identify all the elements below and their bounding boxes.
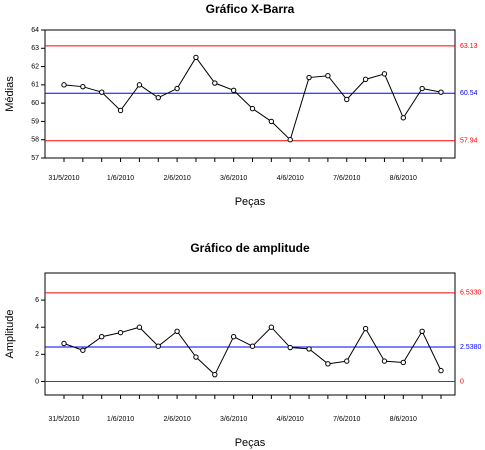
data-point	[325, 361, 331, 367]
data-point	[400, 115, 406, 121]
y-tick-label: 63	[31, 45, 39, 52]
data-point	[212, 371, 218, 378]
data-point	[61, 340, 67, 347]
data-point	[174, 85, 180, 92]
series-line	[63, 56, 442, 141]
data-point	[193, 354, 199, 360]
data-point	[438, 367, 444, 374]
x-tick-label: 8/6/2010	[390, 175, 417, 182]
data-point	[344, 358, 350, 364]
data-point	[249, 343, 256, 349]
data-point	[381, 358, 388, 364]
data-point	[155, 343, 161, 349]
data-point	[117, 107, 124, 114]
y-axis-label: Médias	[4, 76, 16, 112]
reference-line-label: 6.5330	[460, 290, 482, 297]
chart-title: Gráfico X-Barra	[206, 2, 295, 16]
y-tick-label: 59	[31, 118, 39, 125]
x-tick-label: 2/6/2010	[163, 175, 190, 182]
data-point	[155, 94, 161, 101]
y-axis-label: Amplitude	[4, 310, 16, 359]
x-tick-label: 1/6/2010	[107, 175, 134, 182]
y-tick-label: 64	[31, 27, 39, 34]
y-tick-label: 62	[31, 63, 39, 70]
y-tick-label: 4	[35, 324, 39, 331]
x-tick-label: 7/6/2010	[333, 416, 360, 423]
data-point	[419, 85, 425, 92]
data-point	[287, 344, 293, 351]
data-point	[117, 329, 124, 336]
data-point	[80, 83, 86, 90]
data-point	[362, 325, 369, 332]
y-tick-label: 57	[31, 155, 39, 162]
x-tick-label: 4/6/2010	[277, 416, 304, 423]
data-point	[344, 96, 350, 103]
data-point	[268, 118, 275, 125]
data-point	[306, 346, 312, 352]
chart-1: Gráfico X-Barra 57 58 59 60 61 62 63 64 31/5/2010…	[4, 2, 478, 208]
plot-frame	[44, 272, 456, 396]
x-tick-label: 3/6/2010	[220, 175, 247, 182]
y-tick-label: 61	[31, 82, 39, 89]
reference-line-label: 2.5380	[460, 344, 482, 351]
chart-2: Gráfico de amplitude 0 2 4 6 31/5/2010 1/6/201…	[4, 241, 482, 449]
reference-line-label: 57.94	[460, 138, 478, 145]
data-point	[400, 359, 406, 366]
data-point	[230, 334, 237, 340]
data-point	[419, 328, 425, 334]
data-point	[287, 137, 293, 143]
x-axis-label: Peças	[235, 196, 266, 208]
data-point	[99, 89, 105, 95]
y-tick-label: 60	[31, 100, 39, 107]
data-point	[268, 324, 275, 330]
x-tick-label: 4/6/2010	[277, 175, 304, 182]
x-tick-label: 2/6/2010	[163, 416, 190, 423]
data-point	[212, 80, 218, 86]
y-tick-label: 2	[35, 351, 39, 358]
y-tick-label: 0	[35, 378, 39, 385]
data-point	[325, 73, 331, 79]
x-tick-label: 31/5/2010	[48, 175, 79, 182]
data-point	[381, 71, 388, 77]
data-point	[136, 82, 143, 88]
reference-line-label: 0	[460, 378, 464, 385]
data-point	[438, 89, 444, 95]
data-point	[99, 334, 105, 340]
x-tick-label: 3/6/2010	[220, 416, 247, 423]
y-tick-label: 6	[35, 297, 39, 304]
x-tick-label: 7/6/2010	[333, 175, 360, 182]
x-tick-label: 8/6/2010	[390, 416, 417, 423]
x-tick-label: 31/5/2010	[48, 416, 79, 423]
data-point	[80, 347, 86, 353]
data-point	[193, 54, 199, 61]
y-tick-label: 58	[31, 137, 39, 144]
plot-frame	[44, 29, 456, 159]
reference-line-label: 60.54	[460, 90, 478, 97]
data-point	[362, 76, 369, 83]
x-axis-label: Peças	[235, 437, 266, 449]
reference-line-label: 63.13	[460, 43, 478, 50]
data-point	[249, 105, 256, 112]
data-point	[230, 87, 237, 94]
data-point	[174, 328, 180, 334]
data-point	[136, 324, 143, 330]
chart-title: Gráfico de amplitude	[190, 241, 310, 255]
data-point	[306, 74, 312, 81]
data-point	[61, 82, 67, 88]
x-tick-label: 1/6/2010	[107, 416, 134, 423]
